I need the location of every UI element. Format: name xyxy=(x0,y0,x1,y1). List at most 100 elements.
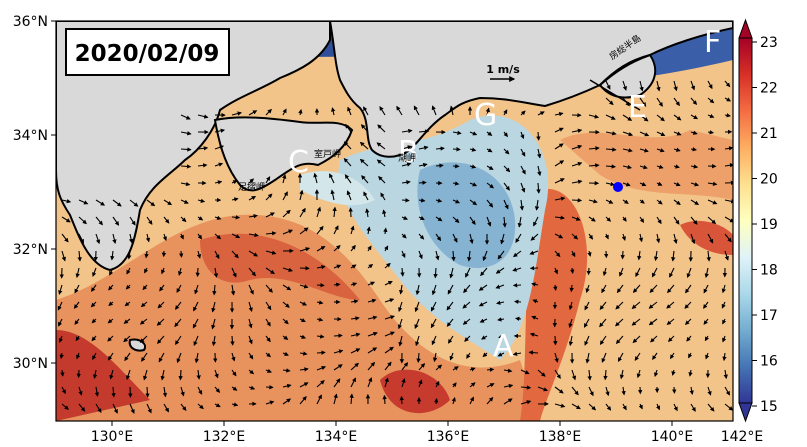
current-arrow xyxy=(537,111,545,116)
current-arrow xyxy=(350,362,359,371)
current-arrow xyxy=(435,364,443,371)
current-arrow xyxy=(316,246,326,252)
current-arrow xyxy=(60,369,65,377)
current-arrow xyxy=(605,97,614,106)
section-line xyxy=(589,79,641,111)
current-arrow xyxy=(367,331,378,337)
current-arrow xyxy=(107,318,114,324)
current-arrow xyxy=(469,396,474,405)
current-arrow xyxy=(333,378,341,388)
current-arrow xyxy=(435,163,444,168)
current-arrow xyxy=(401,180,411,185)
current-arrow xyxy=(282,191,288,201)
current-arrow xyxy=(418,129,430,134)
current-arrow xyxy=(536,148,542,159)
current-arrow xyxy=(248,335,253,345)
current-arrow xyxy=(231,402,239,407)
current-arrow xyxy=(503,109,508,116)
current-arrow xyxy=(230,284,236,296)
current-arrow xyxy=(365,208,370,218)
current-arrow xyxy=(648,301,658,309)
current-arrow xyxy=(112,199,122,207)
current-arrow xyxy=(673,80,678,92)
current-arrow xyxy=(568,335,574,347)
current-arrow xyxy=(605,147,617,152)
current-arrow xyxy=(197,386,203,395)
current-arrow xyxy=(554,352,559,363)
current-arrow xyxy=(707,80,713,90)
colorbar-tick-22: 22 xyxy=(760,81,778,97)
current-arrow xyxy=(346,190,352,201)
current-arrow xyxy=(418,215,425,220)
current-arrow xyxy=(231,386,238,391)
current-arrow xyxy=(478,301,488,307)
current-arrow xyxy=(673,182,681,187)
current-arrow xyxy=(180,403,187,411)
current-arrow xyxy=(196,250,202,259)
current-arrow xyxy=(282,209,291,218)
current-arrow xyxy=(176,352,182,364)
current-arrow xyxy=(503,131,508,138)
current-arrow xyxy=(656,97,663,107)
current-arrow xyxy=(231,233,241,239)
current-arrow xyxy=(231,111,242,116)
current-arrow xyxy=(282,318,289,325)
current-arrow xyxy=(401,162,412,167)
current-arrow xyxy=(605,80,611,90)
current-arrow xyxy=(359,141,369,150)
current-arrow xyxy=(380,192,386,201)
current-arrow xyxy=(621,233,626,241)
current-arrow xyxy=(615,301,624,310)
current-arrow xyxy=(666,318,675,326)
current-arrow xyxy=(724,113,731,118)
current-arrow xyxy=(214,215,222,220)
current-arrow xyxy=(599,318,607,328)
current-arrow xyxy=(584,335,590,346)
current-arrow xyxy=(384,262,391,269)
current-arrow xyxy=(75,335,80,342)
current-arrow xyxy=(690,182,700,187)
current-arrow xyxy=(248,352,254,360)
current-arrow xyxy=(601,284,607,294)
current-arrow xyxy=(435,146,445,151)
point-label-e: E xyxy=(628,90,647,125)
current-arrow xyxy=(333,393,338,405)
current-arrow xyxy=(503,182,510,191)
current-arrow xyxy=(141,352,148,362)
current-arrow xyxy=(537,369,546,377)
current-arrow xyxy=(619,369,625,380)
current-arrow xyxy=(299,247,311,252)
current-arrow xyxy=(497,250,505,260)
current-arrow xyxy=(214,403,221,408)
current-arrow xyxy=(146,216,153,225)
current-arrow xyxy=(495,267,505,274)
current-arrow xyxy=(469,233,474,245)
current-arrow xyxy=(176,284,182,293)
current-arrow xyxy=(146,199,156,207)
current-arrow xyxy=(197,114,209,119)
current-arrow xyxy=(622,114,633,121)
current-arrow xyxy=(316,206,322,218)
current-arrow xyxy=(418,162,428,168)
current-arrow xyxy=(605,216,612,222)
current-arrow xyxy=(350,348,361,354)
current-arrow xyxy=(656,131,666,137)
current-arrow xyxy=(126,267,131,275)
current-arrow xyxy=(231,250,239,259)
current-arrow xyxy=(520,369,530,375)
current-arrow xyxy=(418,363,426,371)
current-arrow xyxy=(57,301,63,311)
current-arrow xyxy=(520,165,526,175)
current-arrow xyxy=(622,216,627,222)
current-arrow xyxy=(350,332,361,337)
current-arrow xyxy=(690,147,697,152)
current-arrow xyxy=(316,300,324,305)
current-arrow xyxy=(58,318,63,327)
current-arrow xyxy=(248,232,259,238)
current-arrow xyxy=(366,226,371,235)
current-arrow xyxy=(397,318,403,330)
current-arrow xyxy=(554,250,561,258)
current-arrow xyxy=(344,174,352,184)
current-arrow xyxy=(724,146,733,151)
current-arrow xyxy=(231,369,237,377)
